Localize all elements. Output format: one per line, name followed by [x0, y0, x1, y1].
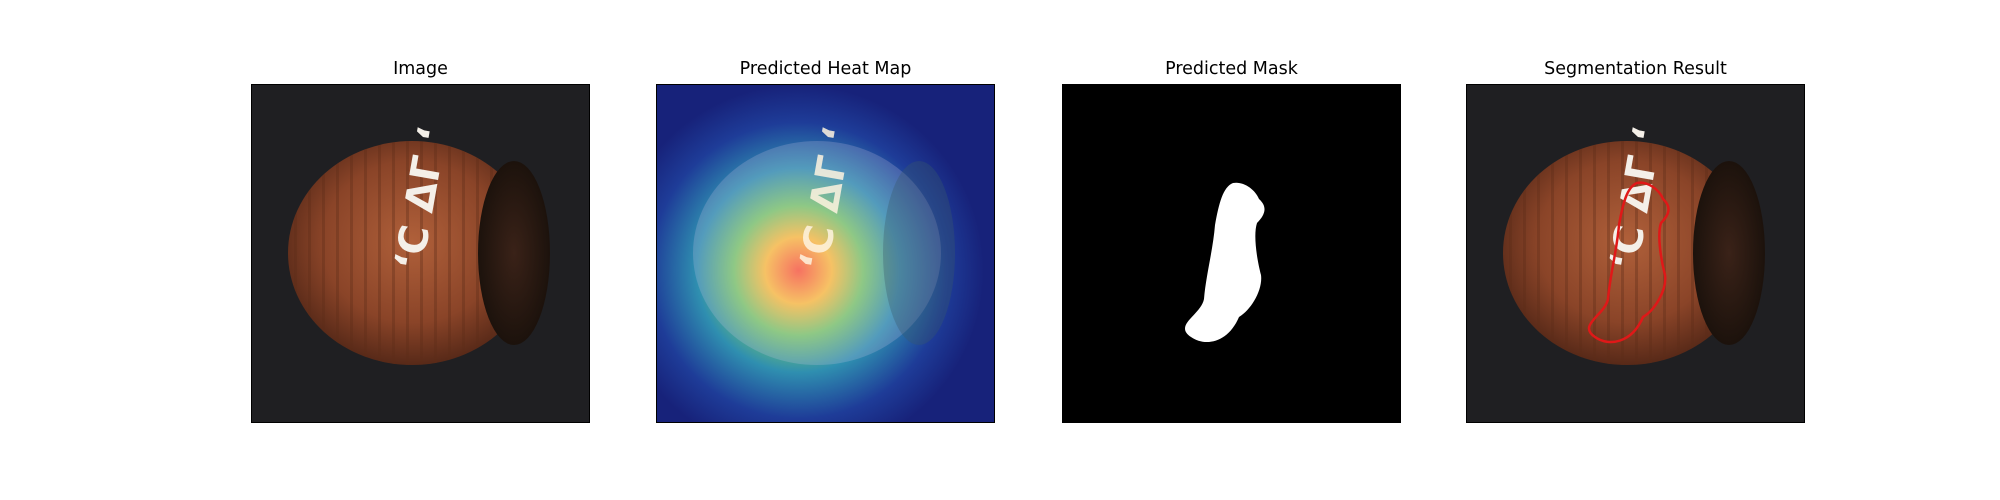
- panel-segmentation: Segmentation Result: [1466, 0, 1805, 500]
- heatmap-frame: ‘C ΔΓ ‘: [656, 84, 995, 423]
- segmentation-overlay: ‘C ΔΓ ‘: [1467, 85, 1804, 422]
- panel-title-segmentation: Segmentation Result: [1544, 59, 1727, 79]
- hazelnut-photo: ‘C ΔΓ ‘: [252, 85, 589, 422]
- panel-title-heatmap: Predicted Heat Map: [739, 59, 912, 79]
- mask-image: [1063, 85, 1400, 422]
- panel-image: Image ‘C ΔΓ ‘: [251, 0, 590, 500]
- heatmap-overlay: ‘C ΔΓ ‘: [657, 85, 994, 422]
- image-frame: ‘C ΔΓ ‘: [251, 84, 590, 423]
- panel-title-mask: Predicted Mask: [1165, 59, 1298, 79]
- panel-heatmap: Predicted Heat Map ‘C ΔΓ ‘: [656, 0, 995, 500]
- panel-mask: Predicted Mask: [1062, 0, 1401, 500]
- mask-frame: [1062, 84, 1401, 423]
- segmentation-contour: [1587, 181, 1670, 344]
- segmentation-frame: ‘C ΔΓ ‘: [1466, 84, 1805, 423]
- mask-region: [1185, 182, 1265, 343]
- panel-title-image: Image: [393, 59, 448, 79]
